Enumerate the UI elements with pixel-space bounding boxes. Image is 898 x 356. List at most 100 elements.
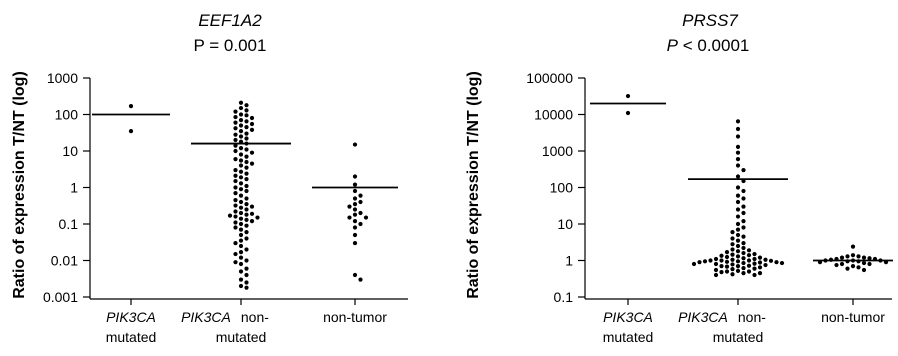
data-point [735,150,741,155]
data-point [856,254,861,259]
data-point [244,119,249,124]
data-point [249,161,255,166]
data-point [735,185,741,190]
data-point [757,255,763,260]
data-point [724,254,730,260]
data-point [741,225,746,230]
data-points [625,93,889,278]
data-point [238,181,244,186]
data-point [708,258,713,263]
x-ticks [130,299,356,305]
data-point [768,258,774,263]
category-label: non-tumor [323,309,387,325]
data-point [358,199,363,205]
data-point [238,283,244,289]
data-point [244,159,249,165]
data-point [244,285,249,290]
data-point [233,109,238,114]
data-point [238,118,244,123]
data-point [724,249,730,255]
y-tick-label: 10 [62,143,78,159]
data-point [861,267,867,273]
data-point [713,256,719,262]
data-point [735,144,741,149]
y-tick-label: 0.1 [59,216,79,232]
data-point [238,105,244,111]
data-point [735,193,741,198]
data-point [719,264,724,269]
data-point [834,262,839,268]
data-point [244,176,249,182]
data-point [233,203,238,208]
data-point [233,185,238,190]
data-point [741,265,746,271]
panel-prss7: PRSS7 P < 0.0001 Ratio of expression T/N… [465,11,893,345]
data-point [850,264,856,269]
category-label: PIK3CA non- [678,309,766,325]
data-point [730,252,735,257]
data-point [845,254,850,259]
data-point [352,174,358,179]
data-point [741,219,746,224]
data-point [735,264,741,269]
data-point [244,207,249,212]
data-point [233,156,238,162]
data-point [238,205,244,210]
data-point [735,227,741,232]
data-point [238,163,244,168]
data-point [233,167,238,173]
data-point [735,119,741,124]
data-point [244,247,249,252]
data-point [233,240,238,246]
data-point [244,202,249,207]
category-gene: PIK3CA [603,309,653,325]
data-point [244,125,249,130]
data-point [352,240,358,246]
data-point [238,221,244,227]
data-point [233,126,238,131]
data-point [238,134,244,139]
data-point [244,171,249,176]
data-point [741,178,746,184]
data-point [233,137,238,143]
data-point [244,108,249,113]
data-point [233,191,238,196]
data-point [227,213,233,218]
category-label: PIK3CA [603,309,653,325]
data-point [752,261,757,266]
data-point [741,188,746,194]
data-point [735,156,741,162]
data-point [244,165,249,170]
data-point [839,261,845,267]
data-point [233,114,238,120]
data-point [730,262,735,267]
data-point [691,261,697,267]
data-point [763,262,768,268]
data-point [238,146,244,151]
data-point [244,212,249,217]
data-point [850,253,856,258]
data-point [735,249,741,254]
data-point [244,154,249,159]
data-point [249,219,255,224]
data-point [238,210,244,216]
category-gene: PIK3CA [678,309,728,325]
data-point [238,199,244,205]
data-point [128,103,134,109]
data-point [735,238,741,243]
data-point [625,93,631,99]
data-point [238,152,244,157]
category-labels: PIK3CA mutated PIK3CA non-mutated non-tumor [603,309,886,345]
category-gene: non-tumor [323,309,387,325]
data-point [238,277,244,282]
data-point [735,268,741,273]
data-point [735,199,741,205]
data-point [850,244,856,249]
data-point [719,253,724,258]
y-tick-label: 1000 [542,143,573,159]
data-point [238,175,244,180]
data-point [741,204,746,209]
data-point [763,257,768,262]
data-point [719,270,724,275]
data-point [757,260,763,265]
